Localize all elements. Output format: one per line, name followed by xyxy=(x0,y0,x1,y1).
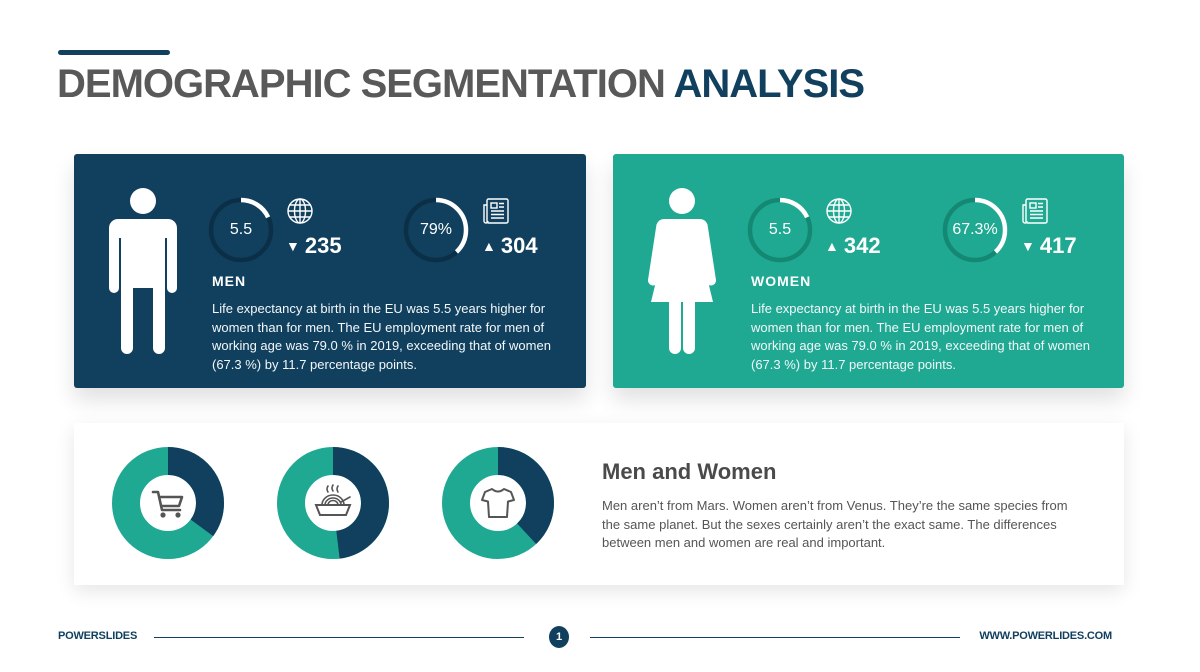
men-stat-1: ▼ 235 xyxy=(286,233,342,259)
footer-divider-right xyxy=(590,637,960,638)
life-expectancy-ring: 5.5 xyxy=(747,197,813,263)
shopping-cart-icon xyxy=(151,490,184,518)
employment-rate-ring: 67.3% xyxy=(942,197,1008,263)
ring-value: 5.5 xyxy=(229,221,253,238)
stat-value: 417 xyxy=(1039,233,1077,258)
women-stat-1: ▲ 342 xyxy=(825,233,881,259)
newspaper-icon xyxy=(1022,198,1048,224)
ring-value: 5.5 xyxy=(768,221,792,238)
stat-value: 342 xyxy=(843,233,881,258)
employment-rate-ring: 79% xyxy=(403,197,469,263)
footer-brand: POWERSLIDES xyxy=(58,630,138,642)
newspaper-icon xyxy=(483,198,509,224)
donut-chart-shopping xyxy=(112,447,224,559)
donut-chart-clothing xyxy=(442,447,554,559)
summary-card: Men and Women Men aren’t from Mars. Wome… xyxy=(74,423,1124,585)
life-expectancy-ring: 5.5 xyxy=(208,197,274,263)
men-description: Life expectancy at birth in the EU was 5… xyxy=(212,301,551,372)
food-bowl-icon xyxy=(314,484,352,516)
women-card: 5.5 ▲ 342 67.3% ▼ 417 WOMEN Life e xyxy=(613,154,1124,388)
footer-divider-left xyxy=(154,637,524,638)
globe-icon xyxy=(826,198,852,224)
arrow-down-icon: ▼ xyxy=(286,238,300,254)
footer-url[interactable]: WWW.POWERLIDES.COM xyxy=(979,630,1112,642)
title-main: DEMOGRAPHIC SEGMENTATION xyxy=(57,62,674,106)
title-highlight: ANALYSIS xyxy=(673,62,865,106)
ring-value: 67.3% xyxy=(952,221,998,238)
female-figure-icon xyxy=(647,188,717,354)
page-title: DEMOGRAPHIC SEGMENTATION ANALYSIS xyxy=(57,62,865,107)
page-number: 1 xyxy=(549,626,569,648)
title-accent-bar xyxy=(58,50,170,55)
summary-text: Men aren’t from Mars. Women aren’t from … xyxy=(602,498,1068,550)
t-shirt-icon xyxy=(481,488,515,518)
women-description: Life expectancy at birth in the EU was 5… xyxy=(751,301,1090,372)
stat-value: 304 xyxy=(500,233,538,258)
men-stat-2: ▲ 304 xyxy=(482,233,538,259)
women-label: WOMEN xyxy=(751,273,812,289)
men-label: MEN xyxy=(212,273,247,289)
arrow-up-icon: ▲ xyxy=(482,238,496,254)
arrow-down-icon: ▼ xyxy=(1021,238,1035,254)
arrow-up-icon: ▲ xyxy=(825,238,839,254)
men-card: 5.5 ▼ 235 79% ▲ 304 MEN Life expec xyxy=(74,154,586,388)
ring-value: 79% xyxy=(419,221,453,238)
women-stat-2: ▼ 417 xyxy=(1021,233,1077,259)
donut-chart-food xyxy=(277,447,389,559)
stat-value: 235 xyxy=(304,233,342,258)
globe-icon xyxy=(287,198,313,224)
summary-title: Men and Women xyxy=(602,459,777,484)
male-figure-icon xyxy=(109,188,177,354)
